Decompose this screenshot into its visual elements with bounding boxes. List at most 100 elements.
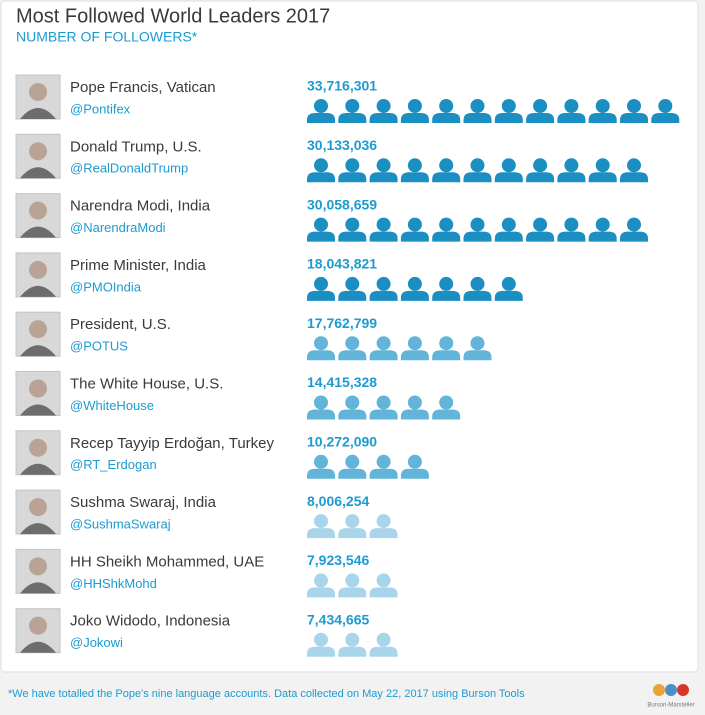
value-label: 7,923,546 [307, 552, 369, 568]
value-label: 17,762,799 [307, 315, 377, 331]
avatar-body [20, 167, 56, 179]
leader-handle: @RT_Erdogan [70, 457, 157, 472]
person-body [307, 231, 335, 242]
value-label: 33,716,301 [307, 78, 377, 94]
person-head [376, 217, 391, 232]
person-head [345, 99, 360, 113]
person-head [501, 158, 516, 173]
person-head [533, 158, 548, 173]
person-body [557, 231, 586, 242]
card [0, 0, 699, 673]
person-head [407, 336, 422, 351]
person-body [369, 409, 398, 420]
person-body [620, 231, 648, 242]
person-head [470, 336, 485, 351]
leader-name: Donald Trump, U.S. [70, 138, 202, 155]
person-head [345, 158, 360, 173]
icon-row [307, 276, 523, 301]
person-head [564, 99, 579, 113]
person-body [557, 113, 586, 123]
person-body [400, 290, 429, 301]
person-head [314, 573, 328, 588]
person-head [314, 158, 328, 173]
chart-subtitle: NUMBER OF FOLLOWERS* [16, 29, 198, 45]
value-label: 10,272,090 [307, 434, 377, 450]
leader-handle: @POTUS [70, 339, 128, 354]
person-head [501, 276, 516, 291]
person-head [407, 276, 422, 291]
person-body [588, 113, 617, 123]
person-head [627, 99, 641, 113]
logo-dot [653, 684, 665, 696]
person-head [439, 99, 454, 113]
avatar-head [29, 557, 47, 576]
person-head [470, 158, 485, 173]
leader-name: The White House, U.S. [70, 375, 223, 392]
avatar-head [29, 438, 47, 457]
person-body [432, 172, 461, 183]
leader-handle: @RealDonaldTrump [70, 161, 188, 176]
logo-text: Burson-Marsteller [647, 703, 694, 709]
person-head [376, 632, 391, 647]
person-body [307, 350, 335, 361]
logo-dot [677, 684, 689, 696]
person-body [463, 172, 492, 183]
person-body [620, 172, 648, 183]
avatar-head [29, 201, 47, 220]
person-head [627, 217, 641, 232]
person-head [564, 217, 579, 232]
icon-row [307, 395, 461, 420]
icon-row [307, 573, 398, 598]
leader-name: President, U.S. [70, 316, 171, 333]
person-head [376, 395, 391, 410]
person-head [439, 395, 454, 410]
person-head [564, 158, 579, 173]
person-body [400, 113, 429, 123]
avatar-head [29, 498, 47, 517]
leader-handle: @SushmaSwaraj [70, 517, 171, 532]
leader-handle: @NarendraModi [70, 220, 166, 235]
icon-row [307, 454, 429, 479]
leader-handle: @HHShkMohd [70, 576, 157, 591]
person-body [338, 646, 367, 657]
person-body [369, 113, 398, 123]
person-body [463, 231, 492, 242]
person-head [376, 158, 391, 173]
person-head [658, 99, 673, 113]
person-head [627, 158, 641, 173]
person-body [307, 290, 335, 301]
avatar-body [20, 582, 56, 594]
person-body [588, 231, 617, 242]
icon-row [307, 632, 398, 657]
leader-name: Pope Francis, Vatican [70, 79, 216, 96]
person-body [338, 290, 367, 301]
person-body [400, 409, 429, 420]
person-head [376, 276, 391, 291]
person-head [407, 395, 422, 410]
person-body [369, 350, 398, 361]
person-head [314, 514, 328, 529]
leader-name: Sushma Swaraj, India [70, 494, 217, 511]
person-body [432, 231, 461, 242]
leader-name: HH Sheikh Mohammed, UAE [70, 553, 264, 570]
avatar-body [20, 641, 56, 653]
person-body [307, 528, 335, 539]
avatar-head [29, 83, 47, 101]
leader-handle: @PMOIndia [70, 279, 142, 294]
person-head [407, 217, 422, 232]
person-body [369, 587, 398, 598]
person-head [439, 336, 454, 351]
person-body [369, 231, 398, 242]
avatar-head [29, 260, 47, 279]
person-body [307, 113, 335, 123]
person-head [439, 158, 454, 173]
person-body [432, 350, 461, 361]
person-head [345, 276, 360, 291]
person-body [526, 231, 555, 242]
leader-name: Recep Tayyip Erdoğan, Turkey [70, 435, 275, 452]
avatar-head [29, 616, 47, 635]
person-body [463, 113, 492, 123]
person-head [314, 276, 328, 291]
person-body [338, 231, 367, 242]
